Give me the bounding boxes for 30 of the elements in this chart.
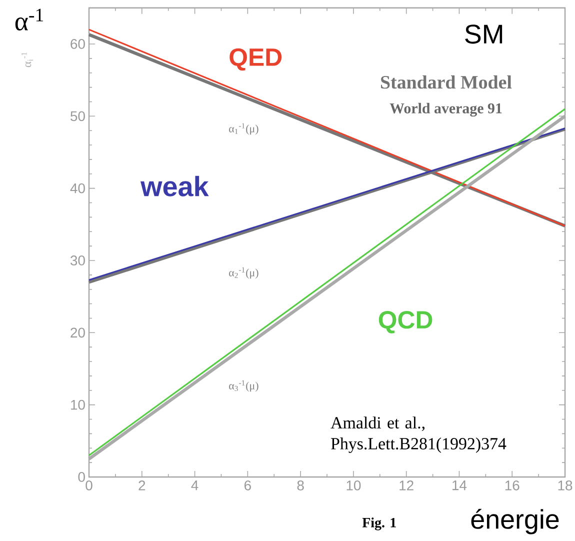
- text: Standard Model: [381, 75, 512, 89]
- x-axis-title: énergie: [471, 508, 559, 534]
- x-tick-label: 6: [244, 480, 251, 490]
- series-label: weak: [140, 176, 209, 196]
- x-tick-label: 10: [346, 480, 361, 490]
- y-tick-label: 0: [78, 472, 85, 482]
- x-tick-label: 14: [452, 480, 467, 490]
- x-tick-label: 12: [400, 480, 414, 490]
- x-tick-label: 16: [505, 480, 520, 490]
- y-tick-label: 20: [70, 328, 85, 338]
- annotation: World average 91: [390, 102, 502, 117]
- text: QCD: [378, 311, 432, 334]
- x-tick-label: 18: [558, 480, 572, 490]
- y-tick-label: 60: [70, 39, 85, 49]
- y-tick-label: 10: [71, 400, 85, 410]
- y-axis-title: α$^{-1}$: [15, 8, 44, 30]
- chart-title: SM: [465, 24, 502, 44]
- annotation: α$_{1}$$^{-1}$(μ): [229, 123, 258, 135]
- y-tick-label: 50: [70, 111, 85, 122]
- annotation: Amaldi et al., Phys.Lett.B281(1992)374: [330, 416, 506, 453]
- series-label: QED: [230, 48, 282, 71]
- annotation: α$_{3}$$^{-1}$(μ): [229, 380, 258, 392]
- annotation: α$_{2}$$^{-1}$(μ): [229, 267, 258, 279]
- y-tick-label: 40: [70, 183, 85, 194]
- x-tick-label: 0: [86, 480, 92, 490]
- x-tick-label: 8: [297, 480, 304, 490]
- x-tick-label: 2: [138, 480, 146, 490]
- y-tick-label: 30: [70, 256, 85, 266]
- x-tick-label: 4: [191, 480, 198, 490]
- caption: Fig. 1: [362, 518, 396, 530]
